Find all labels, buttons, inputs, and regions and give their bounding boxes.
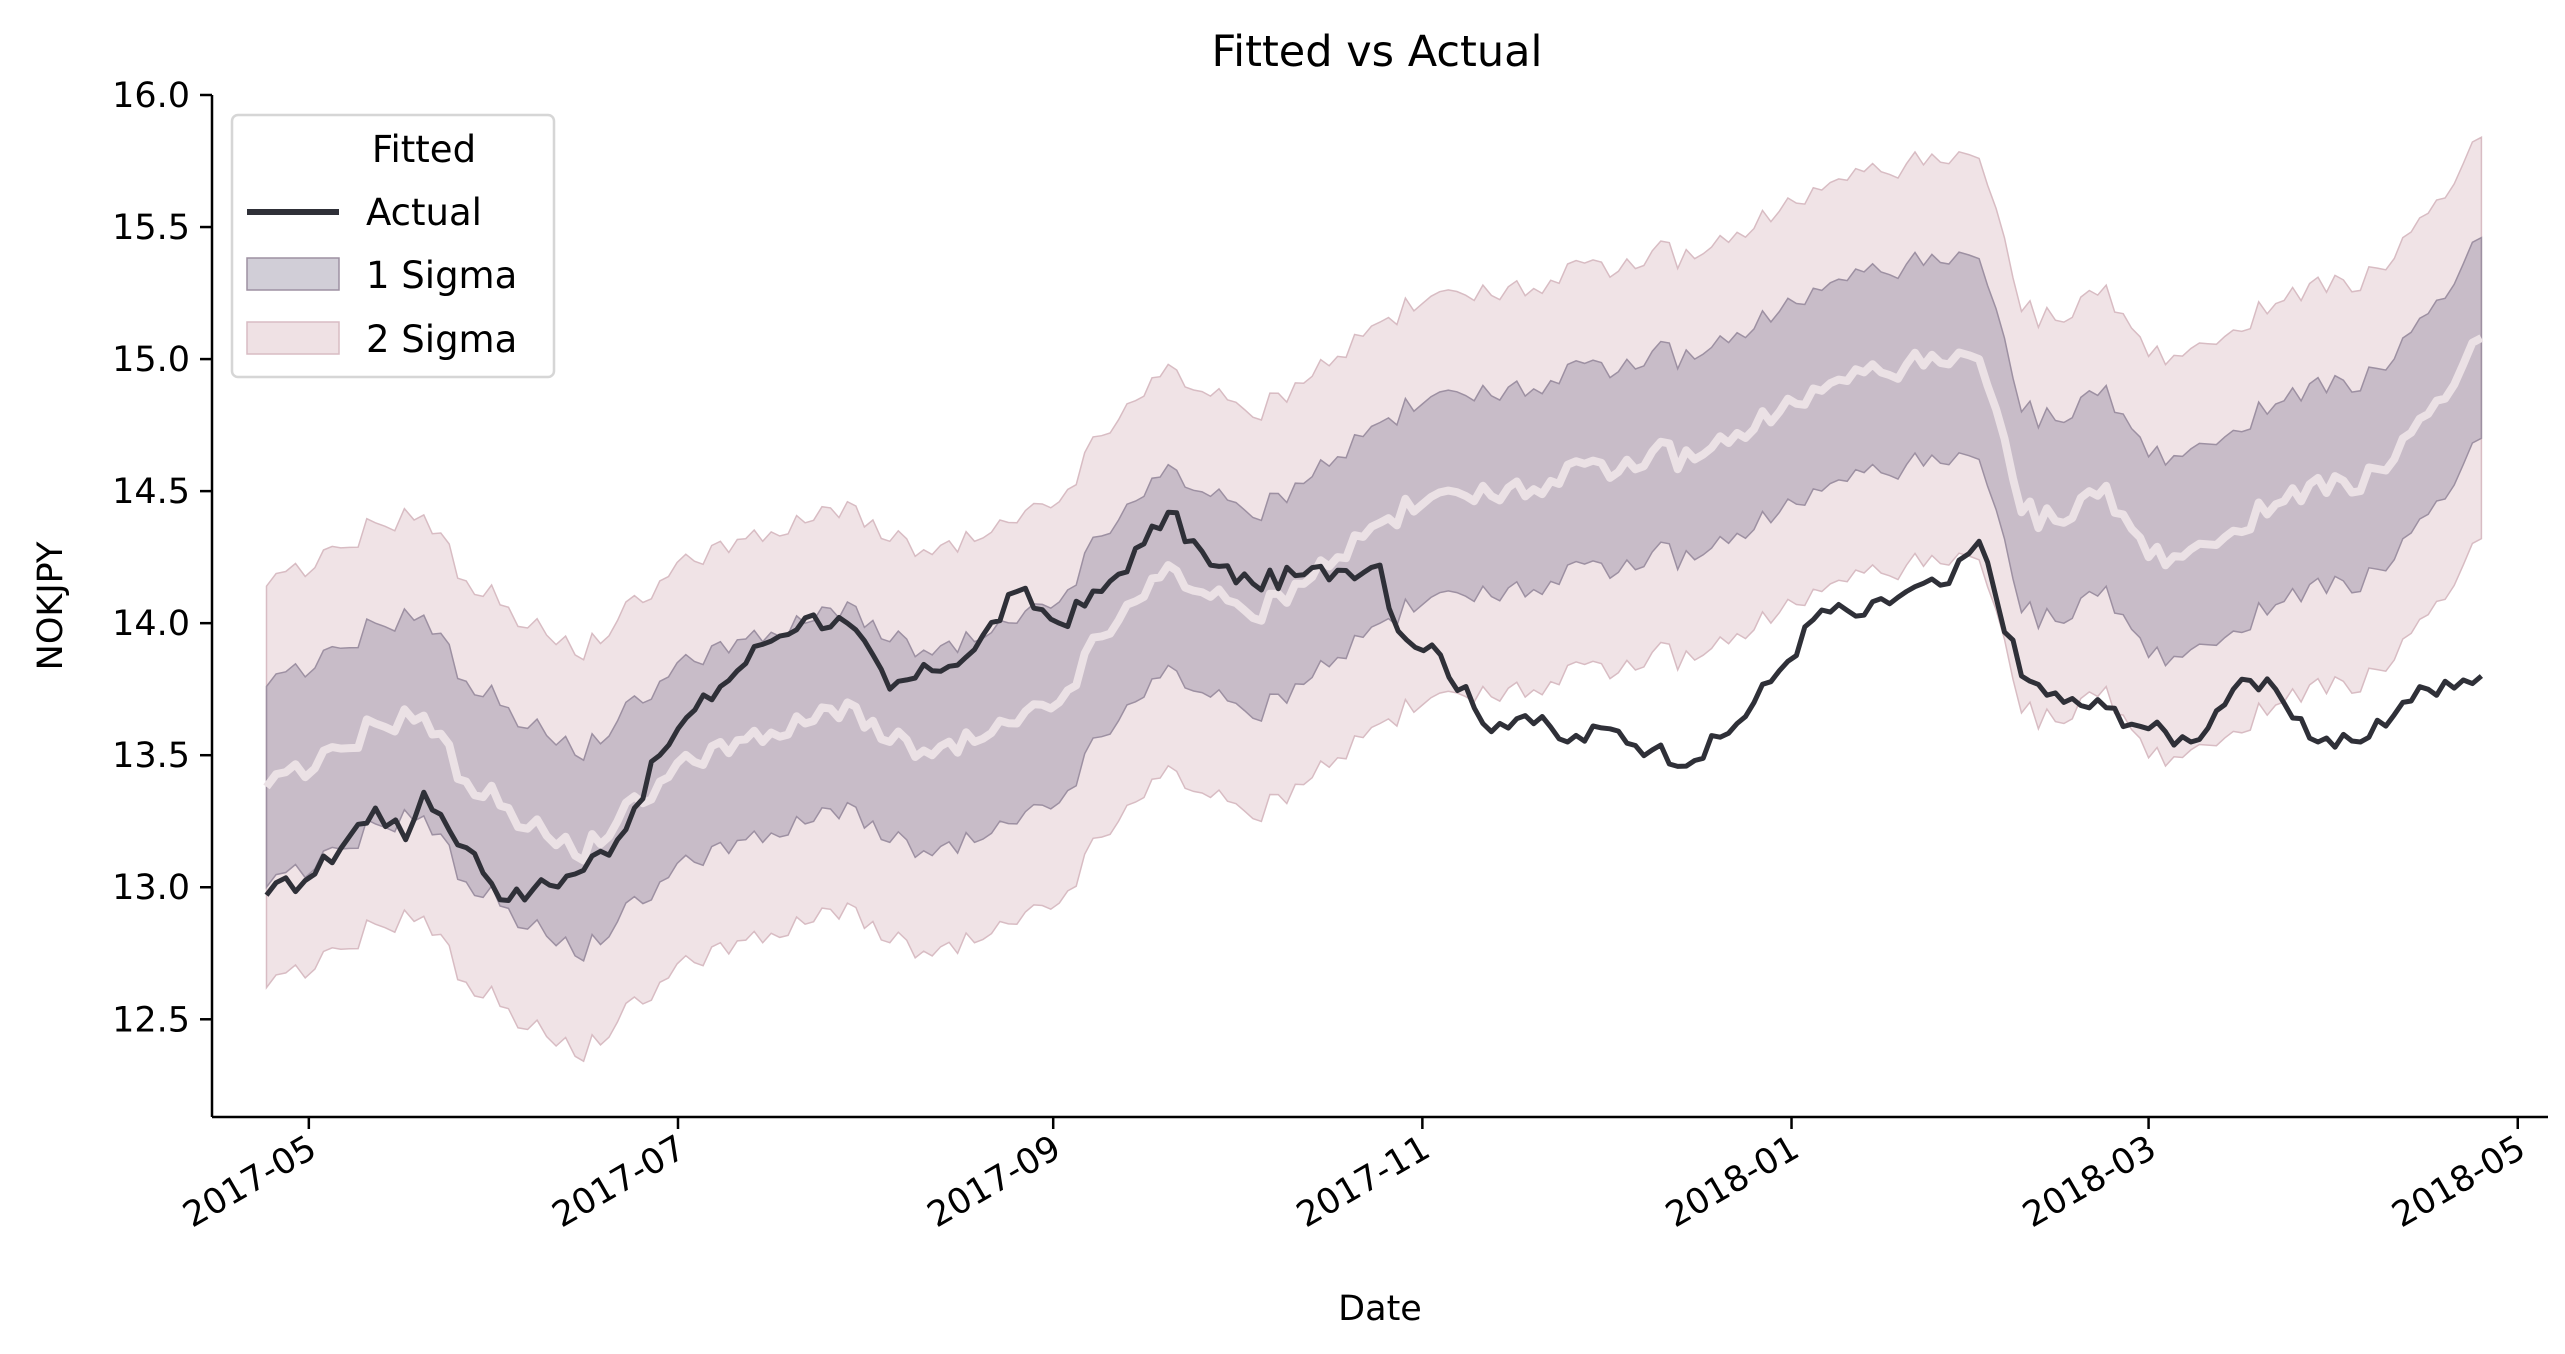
legend-1-sigma-swatch bbox=[246, 257, 340, 291]
fitted-line bbox=[263, 334, 2484, 865]
x-axis-title: Date bbox=[1338, 1289, 1422, 1329]
x-ticks: 2017-05 2017-07 2017-09 2017-11 2018-01 2018-… bbox=[177, 1117, 2533, 1236]
legend-2-sigma-swatch bbox=[246, 321, 340, 355]
x-tick-label: 2018-01 bbox=[1659, 1128, 1806, 1236]
y-tick-label: 14.0 bbox=[112, 604, 190, 644]
y-tick-label: 12.5 bbox=[112, 1000, 190, 1040]
x-tick-label: 2018-03 bbox=[2016, 1128, 2163, 1236]
y-tick-label: 16.0 bbox=[112, 76, 190, 116]
x-tick-label: 2017-09 bbox=[921, 1128, 1068, 1236]
y-tick-label: 15.5 bbox=[112, 208, 190, 248]
y-tick-label: 13.0 bbox=[112, 868, 190, 908]
x-tick-label: 2017-11 bbox=[1290, 1128, 1437, 1236]
actual-line bbox=[264, 509, 2484, 903]
legend-1-sigma-label: 1 Sigma bbox=[366, 254, 517, 297]
y-tick-label: 14.5 bbox=[112, 472, 190, 512]
y-ticks: 12.5 13.0 13.5 14.0 14.5 15.0 15.5 16.0 bbox=[112, 76, 212, 1040]
x-tick-label: 2017-07 bbox=[546, 1128, 693, 1236]
x-tick-label: 2018-05 bbox=[2386, 1128, 2533, 1236]
y-tick-label: 15.0 bbox=[112, 340, 190, 380]
legend-frame bbox=[230, 113, 556, 379]
y-axis-title: NOKJPY bbox=[31, 541, 71, 670]
legend: Fitted Actual 1 Sigma 2 Sigma bbox=[230, 113, 556, 379]
y-tick-label: 13.5 bbox=[112, 736, 190, 776]
x-tick-label: 2017-05 bbox=[177, 1128, 324, 1236]
chart-title: Fitted vs Actual bbox=[1212, 27, 1543, 77]
band-1-sigma bbox=[265, 236, 2483, 963]
plot-area bbox=[263, 136, 2484, 1063]
legend-title: Fitted bbox=[372, 128, 476, 171]
legend-actual-label: Actual bbox=[366, 191, 482, 234]
legend-2-sigma-label: 2 Sigma bbox=[366, 318, 517, 361]
